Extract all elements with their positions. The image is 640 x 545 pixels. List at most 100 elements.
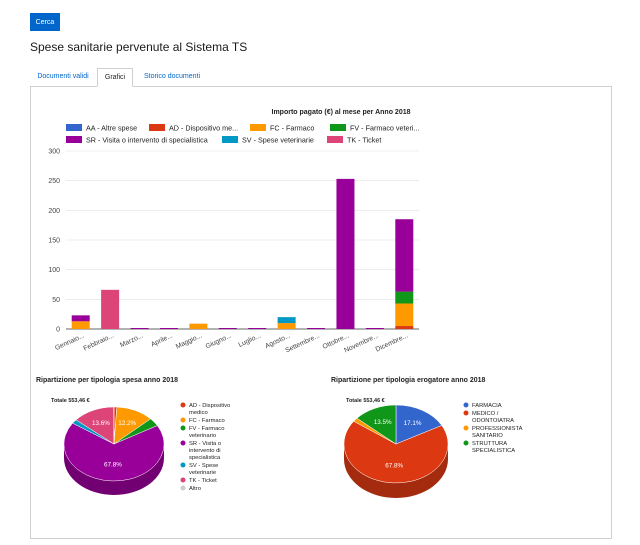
pie-legend-label: PROFESSIONISTA SANITARIO xyxy=(472,426,523,439)
pie-legend-item-fv[interactable]: FV - Farmaco veterinario xyxy=(180,425,225,440)
pie-legend-dot xyxy=(180,485,186,491)
legend-label: FC - Farmaco xyxy=(270,124,314,133)
x-tick-label: Dicembre... xyxy=(375,332,410,353)
y-tick-label: 150 xyxy=(48,238,60,245)
y-tick-label: 50 xyxy=(52,297,60,304)
bar-tk-2[interactable] xyxy=(101,289,120,329)
bar-fc-1[interactable] xyxy=(71,321,90,329)
tab-bar: Documenti validi Grafici Storico documen… xyxy=(30,68,612,87)
pie-legend-item-sv[interactable]: SV - Spese veterinarie xyxy=(180,462,219,477)
pie-data-label: 13.6% xyxy=(92,420,110,427)
pie-legend-label: SR - Visita o intervento di specialistica xyxy=(189,441,221,461)
search-button[interactable]: Cerca xyxy=(30,13,60,31)
legend-label: TK - Ticket xyxy=(347,136,381,145)
legend-label: FV - Farmaco veteri... xyxy=(350,124,420,133)
pie-legend-item-struttura[interactable]: STRUTTURA SPECIALISTICA xyxy=(463,440,516,455)
pie-legend-dot xyxy=(180,425,186,431)
bar-sv-8[interactable] xyxy=(277,317,296,324)
bar-sr-10[interactable] xyxy=(336,178,355,329)
y-tick-label: 200 xyxy=(48,208,60,215)
pie-data-label: 17.1% xyxy=(404,420,422,427)
x-tick-label: Maggio... xyxy=(175,332,203,350)
monthly-bar-chart: Importo pagato (€) al mese per Anno 2018… xyxy=(48,109,420,354)
charts-panel: Importo pagato (€) al mese per Anno 2018… xyxy=(30,87,612,539)
y-tick-label: 250 xyxy=(48,178,60,185)
pie-data-label: 67.8% xyxy=(385,462,403,469)
pie-data-label: 13.5% xyxy=(374,419,392,426)
bar-fc-5[interactable] xyxy=(189,323,208,329)
x-tick-label: Giugno... xyxy=(205,332,233,350)
pie-legend-label: Altro xyxy=(189,486,201,492)
legend-item-sr[interactable]: SR - Visita o intervento di specialistic… xyxy=(66,136,208,145)
pie-slice-struttura[interactable] xyxy=(356,404,397,445)
legend-swatch xyxy=(66,136,82,143)
legend-label: AA - Altre spese xyxy=(86,124,137,133)
pie-chart-tipologia-spesa: Ripartizione per tipologia spesa anno 20… xyxy=(36,377,231,495)
pie-total-label: Totale 553,46 € xyxy=(346,398,385,404)
legend-swatch xyxy=(327,136,343,143)
chart-title: Importo pagato (€) al mese per Anno 2018 xyxy=(272,109,411,116)
bar-empty-6 xyxy=(218,328,237,329)
x-tick-label: Aprile... xyxy=(150,332,174,348)
bar-ad-12[interactable] xyxy=(395,326,414,329)
legend-swatch xyxy=(250,124,266,131)
page-title: Spese sanitarie pervenute al Sistema TS xyxy=(30,40,248,54)
pie-legend-label: FV - Farmaco veterinario xyxy=(189,426,224,439)
pie-data-label: 67.8% xyxy=(104,461,122,468)
pie-slice-sr[interactable] xyxy=(63,422,165,482)
pie-legend-item-fc[interactable]: FC - Farmaco xyxy=(180,417,225,425)
pie-legend-item-ad[interactable]: AD - Dispositivo medico xyxy=(180,402,231,417)
pie-total-label: Totale 553,46 € xyxy=(51,398,90,404)
legend-item-ad[interactable]: AD - Dispositivo me... xyxy=(149,124,238,133)
pie-side-sr xyxy=(64,444,164,495)
bar-empty-7 xyxy=(248,328,267,329)
x-tick-label: Gennaio... xyxy=(54,332,85,352)
pie-legend-dot xyxy=(180,477,186,483)
pie-chart-tipologia-erogatore: Ripartizione per tipologia erogatore ann… xyxy=(331,377,523,498)
legend-label: SR - Visita o intervento di specialistic… xyxy=(86,136,208,145)
legend-item-fc[interactable]: FC - Farmaco xyxy=(250,124,314,133)
pie-legend-dot xyxy=(180,417,186,423)
pie-slice-medico[interactable] xyxy=(343,420,449,484)
legend-item-fv[interactable]: FV - Farmaco veteri... xyxy=(330,124,420,133)
pie-legend-label: SV - Spese veterinarie xyxy=(189,463,218,476)
pie-legend-item-sr[interactable]: SR - Visita o intervento di specialistica xyxy=(180,440,222,462)
bar-sr-12[interactable] xyxy=(395,219,414,292)
tab-storico-documenti[interactable]: Storico documenti xyxy=(143,73,201,80)
legend-swatch xyxy=(66,124,82,131)
pie-legend-dot xyxy=(463,425,469,431)
pie-legend-label: MEDICO / ODONTOIATRA xyxy=(472,411,514,424)
pie-title: Ripartizione per tipologia erogatore ann… xyxy=(331,377,486,384)
pie-slice-farmacia[interactable] xyxy=(395,404,443,445)
bar-empty-9 xyxy=(307,328,326,329)
bar-empty-4 xyxy=(159,328,178,329)
pie-legend-item-prof[interactable]: PROFESSIONISTA SANITARIO xyxy=(463,425,523,440)
pie-legend-item-farmacia[interactable]: FARMACIA xyxy=(463,402,502,410)
pie-legend-dot xyxy=(463,410,469,416)
x-tick-label: Marzo... xyxy=(119,332,144,349)
bar-fc-8[interactable] xyxy=(277,323,296,329)
pie-legend-dot xyxy=(180,440,186,446)
pie-legend-label: FC - Farmaco xyxy=(189,418,225,424)
tab-documenti-validi[interactable]: Documenti validi xyxy=(37,73,89,80)
pie-legend-item-medico[interactable]: MEDICO / ODONTOIATRA xyxy=(463,410,515,425)
legend-item-tk[interactable]: TK - Ticket xyxy=(327,136,381,145)
y-tick-label: 0 xyxy=(56,327,60,334)
bar-fv-12[interactable] xyxy=(395,291,414,304)
legend-swatch xyxy=(330,124,346,131)
x-tick-label: Febbraio... xyxy=(83,332,116,352)
bar-sr-1[interactable] xyxy=(71,315,90,322)
legend-item-aa[interactable]: AA - Altre spese xyxy=(66,124,137,133)
legend-item-sv[interactable]: SV - Spese veterinarie xyxy=(222,136,314,145)
bar-empty-3 xyxy=(130,328,149,329)
tab-grafici[interactable]: Grafici xyxy=(97,68,133,87)
y-tick-label: 300 xyxy=(48,149,60,156)
bar-fc-12[interactable] xyxy=(395,303,414,327)
pie-legend-label: TK - Ticket xyxy=(189,478,217,484)
pie-legend-item-altro[interactable]: Altro xyxy=(180,485,201,493)
pie-legend-item-tk[interactable]: TK - Ticket xyxy=(180,477,218,485)
legend-swatch xyxy=(222,136,238,143)
legend-label: AD - Dispositivo me... xyxy=(169,124,238,133)
pie-title: Ripartizione per tipologia spesa anno 20… xyxy=(36,377,178,384)
pie-side-medico xyxy=(344,444,448,498)
